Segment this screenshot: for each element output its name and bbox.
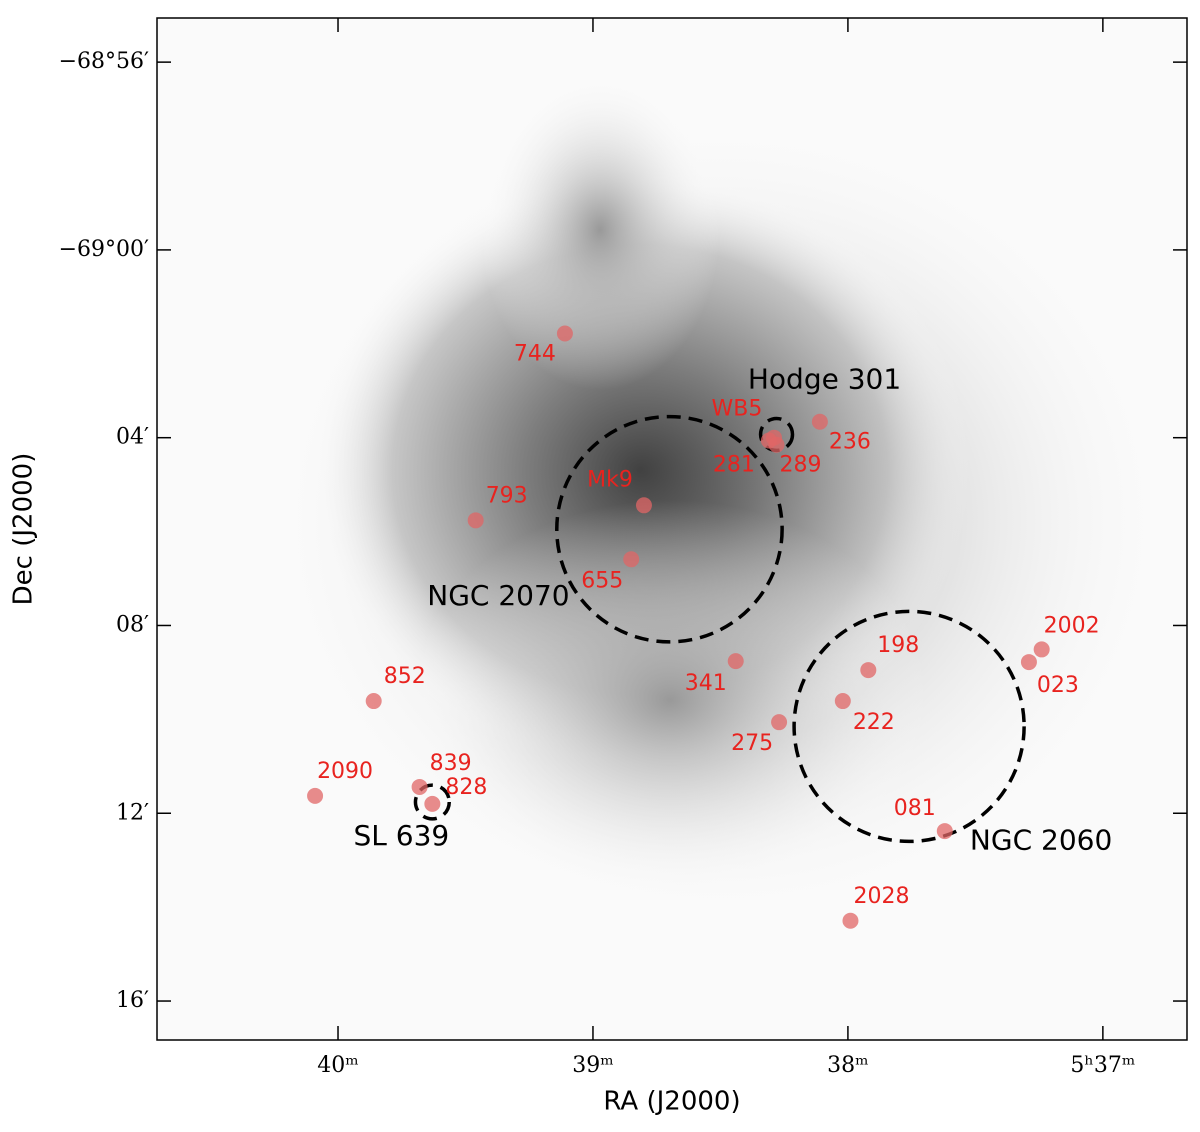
source-marker — [842, 912, 859, 929]
region — [792, 609, 1026, 844]
x-tick-label: 5ʰ37ᵐ — [1070, 1053, 1135, 1078]
region-label: NGC 2070 — [427, 579, 569, 612]
source-label: 852 — [384, 664, 426, 689]
region — [413, 783, 451, 821]
source-label: 828 — [445, 775, 487, 800]
x-tick-label: 39ᵐ — [572, 1053, 614, 1078]
x-tick-label: 38ᵐ — [827, 1053, 869, 1078]
source-label: 2028 — [853, 884, 909, 909]
source-label: 744 — [514, 341, 556, 366]
source-label: 275 — [731, 731, 773, 756]
source-label: 2090 — [317, 759, 373, 784]
source-label: 222 — [853, 710, 895, 735]
plot-frame — [156, 17, 1188, 1041]
source-marker — [771, 714, 788, 731]
source-label: 281 — [713, 453, 755, 478]
source-label: 793 — [486, 483, 528, 508]
sky-image — [157, 18, 1187, 1040]
source-label: 2002 — [1044, 613, 1100, 638]
source-label: WB5 — [712, 397, 763, 422]
source-marker — [860, 662, 877, 679]
source-marker — [467, 512, 484, 529]
source-marker — [365, 693, 382, 710]
source-label: 655 — [581, 568, 623, 593]
y-tick-label: 12′ — [116, 800, 149, 825]
source-marker — [411, 778, 428, 795]
region-label: Hodge 301 — [748, 362, 901, 395]
source-label: 341 — [685, 671, 727, 696]
y-tick-label: 16′ — [116, 988, 149, 1013]
source-label: 023 — [1037, 673, 1079, 698]
source-marker — [727, 653, 744, 670]
y-tick-label: −68°56′ — [59, 49, 149, 74]
x-tick-label: 40ᵐ — [317, 1053, 359, 1078]
region-label: NGC 2060 — [970, 823, 1112, 856]
source-marker — [768, 436, 785, 453]
x-axis-label: RA (J2000) — [603, 1087, 740, 1117]
y-axis-label: Dec (J2000) — [9, 453, 39, 606]
source-label: Mk9 — [587, 467, 633, 492]
source-marker — [811, 413, 828, 430]
region — [555, 414, 784, 644]
source-label: 198 — [877, 633, 919, 658]
y-tick-label: 04′ — [116, 425, 149, 450]
source-marker — [424, 795, 441, 812]
y-tick-label: 08′ — [116, 612, 149, 637]
source-marker — [1033, 641, 1050, 658]
source-marker — [635, 497, 652, 514]
y-tick-label: −69°00′ — [59, 237, 149, 262]
source-label: 839 — [430, 751, 472, 776]
source-label: 081 — [894, 796, 936, 821]
region-label: SL 639 — [353, 819, 449, 852]
source-marker — [623, 551, 640, 568]
source-label: 289 — [780, 453, 822, 478]
source-label: 236 — [829, 430, 871, 455]
source-marker — [307, 787, 324, 804]
source-marker — [556, 325, 573, 342]
source-marker — [936, 823, 953, 840]
source-marker — [1020, 654, 1037, 671]
source-marker — [834, 693, 851, 710]
